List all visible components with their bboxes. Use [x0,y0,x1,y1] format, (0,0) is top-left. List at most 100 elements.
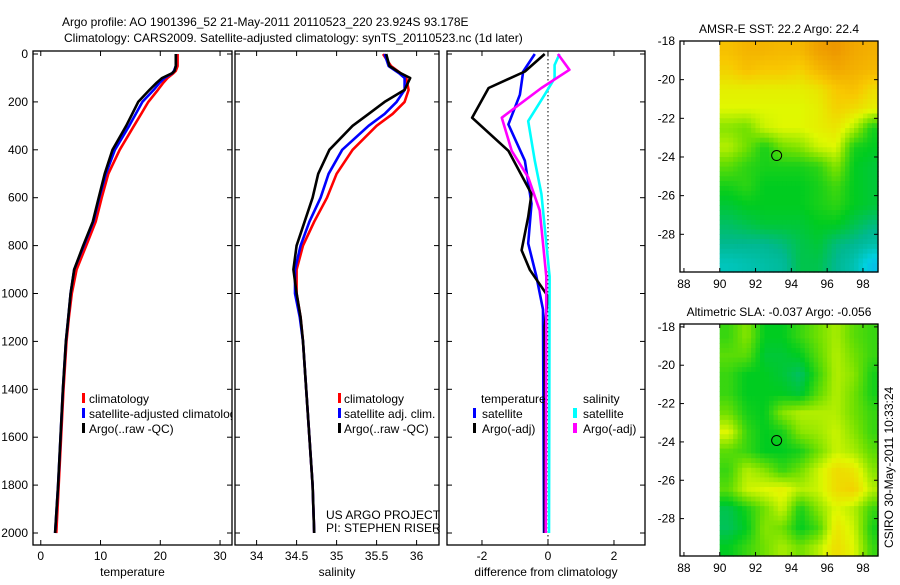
map-cell [769,118,775,124]
map-cell [822,348,828,354]
map-cell [791,544,797,550]
map-cell [769,210,775,216]
map-cell [813,539,819,546]
map-cell [764,386,770,392]
map-cell [871,443,877,450]
map-cell [871,205,877,211]
map-cell [800,137,806,144]
map-cell [755,108,761,115]
map-cell [867,248,873,255]
map-cell [786,171,792,177]
map-cell [800,219,806,226]
map-cell [733,400,739,407]
map-cell [836,94,842,100]
map-cell [831,410,837,416]
map-cell [831,200,837,206]
map-cell [764,424,770,431]
map-cell [822,41,828,47]
map-cell [827,501,833,507]
map-cell [724,333,730,339]
map-cell [858,166,864,172]
map-cell [742,103,748,110]
map-cell [804,520,810,526]
map-cell [791,147,797,153]
map-cell [809,386,815,392]
map-cell [849,525,855,531]
map-cell [786,89,792,95]
map-cell [737,477,743,483]
map-cell [769,376,775,383]
map-cell [822,506,828,512]
lon-tick-label: 94 [785,277,799,291]
map-cell [782,324,788,330]
map-cell [849,352,855,359]
map-cell [840,248,846,255]
map-cell [845,244,851,250]
map-cell [849,258,855,264]
map-cell [733,152,739,158]
map-cell [795,103,801,110]
map-cell [746,381,752,387]
map-cell [769,94,775,100]
map-cell [746,258,752,264]
map-cell [746,534,752,541]
map-cell [871,171,877,177]
map-cell [818,530,824,536]
map-cell [836,482,842,488]
map-cell [827,534,833,541]
map-cell [813,328,819,335]
map-cell [751,224,757,230]
map-cell [755,458,761,464]
map-cell [849,448,855,454]
map-cell [863,501,869,507]
map-cell [719,253,725,259]
map-cell [871,157,877,163]
map-cell [769,123,775,129]
map-cell [786,147,792,153]
map-cell [733,501,739,507]
map-cell [849,458,855,464]
map-cell [840,530,846,536]
map-cell [791,338,797,344]
map-cell [827,333,833,339]
map-cell [800,520,806,526]
map-cell [845,181,851,187]
map-cell [867,263,873,269]
map-cell [813,348,819,354]
map-cell [849,357,855,363]
map-cell [786,157,792,163]
map-cell [818,263,824,269]
map-cell [728,415,734,421]
map-cell [791,79,797,86]
map-cell [849,376,855,383]
map-cell [795,210,801,216]
map-cell [751,453,757,459]
map-cell [746,333,752,339]
map-cell [804,487,810,493]
map-cell [760,253,766,259]
map-cell [863,453,869,459]
map-cell [800,534,806,541]
map-cell [800,458,806,464]
map-cell [813,60,819,66]
map-cell [804,419,810,426]
map-cell [737,74,743,81]
map-cell [867,352,873,359]
map-cell [782,534,788,541]
map-cell [773,190,779,197]
x-axis-label: salinity [319,565,356,579]
map-cell [786,65,792,71]
map-cell [840,362,846,368]
map-cell [849,195,855,201]
map-cell [724,166,730,172]
map-cell [737,248,743,255]
map-cell [871,343,877,349]
map-cell [791,248,797,255]
map-cell [791,176,797,182]
map-cell [737,195,743,201]
map-cell [822,343,828,349]
map-cell [867,166,873,172]
map-cell [863,65,869,71]
map-cell [777,419,783,426]
map-cell [813,200,819,206]
